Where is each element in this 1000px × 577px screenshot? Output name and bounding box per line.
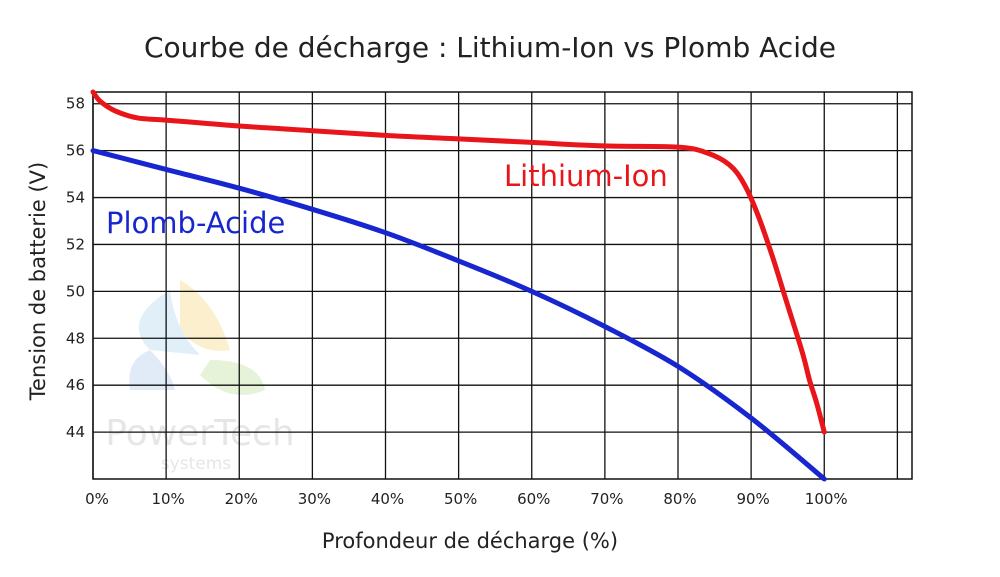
- x-tick-label: 50%: [444, 490, 477, 508]
- y-axis-label: Tension de batterie (V): [26, 162, 50, 401]
- y-tick-label: 52: [66, 235, 85, 253]
- series-layer: [90, 89, 827, 482]
- y-axis-ticks: 44 46 48 50 52 54 56 58: [66, 95, 85, 441]
- x-tick-label: 40%: [371, 490, 404, 508]
- series-label-lithium-ion: Lithium-Ion: [504, 159, 668, 193]
- series-line-plomb-acide: [90, 148, 827, 482]
- y-tick-label: 48: [66, 329, 85, 347]
- series-label-plomb-acide: Plomb-Acide: [106, 206, 285, 240]
- y-tick-label: 50: [66, 282, 85, 300]
- x-tick-label: 30%: [298, 490, 331, 508]
- x-tick-label: 100%: [805, 490, 848, 508]
- watermark-logo: PowerTech systems: [105, 280, 295, 474]
- x-axis-ticks: 0% 10% 20% 30% 40% 50% 60% 70% 80% 90% 100%: [85, 490, 848, 508]
- x-tick-label: 70%: [590, 490, 623, 508]
- x-tick-label: 90%: [736, 490, 769, 508]
- x-tick-label: 20%: [225, 490, 258, 508]
- x-axis-label: Profondeur de décharge (%): [322, 529, 618, 553]
- x-tick-label: 60%: [517, 490, 550, 508]
- watermark-line1: PowerTech: [105, 413, 294, 454]
- watermark-line2: systems: [161, 454, 231, 474]
- x-tick-label: 80%: [663, 490, 696, 508]
- y-tick-label: 44: [66, 423, 85, 441]
- y-tick-label: 46: [66, 376, 85, 394]
- grid: [92, 92, 912, 479]
- y-tick-label: 56: [66, 142, 85, 160]
- y-tick-label: 54: [66, 189, 85, 207]
- series-line-lithium-ion: [90, 89, 827, 435]
- x-tick-label: 10%: [151, 490, 184, 508]
- y-tick-label: 58: [66, 95, 85, 113]
- plot-border: [92, 91, 913, 480]
- x-tick-label: 0%: [85, 490, 109, 508]
- chart-title: Courbe de décharge : Lithium-Ion vs Plom…: [144, 31, 836, 64]
